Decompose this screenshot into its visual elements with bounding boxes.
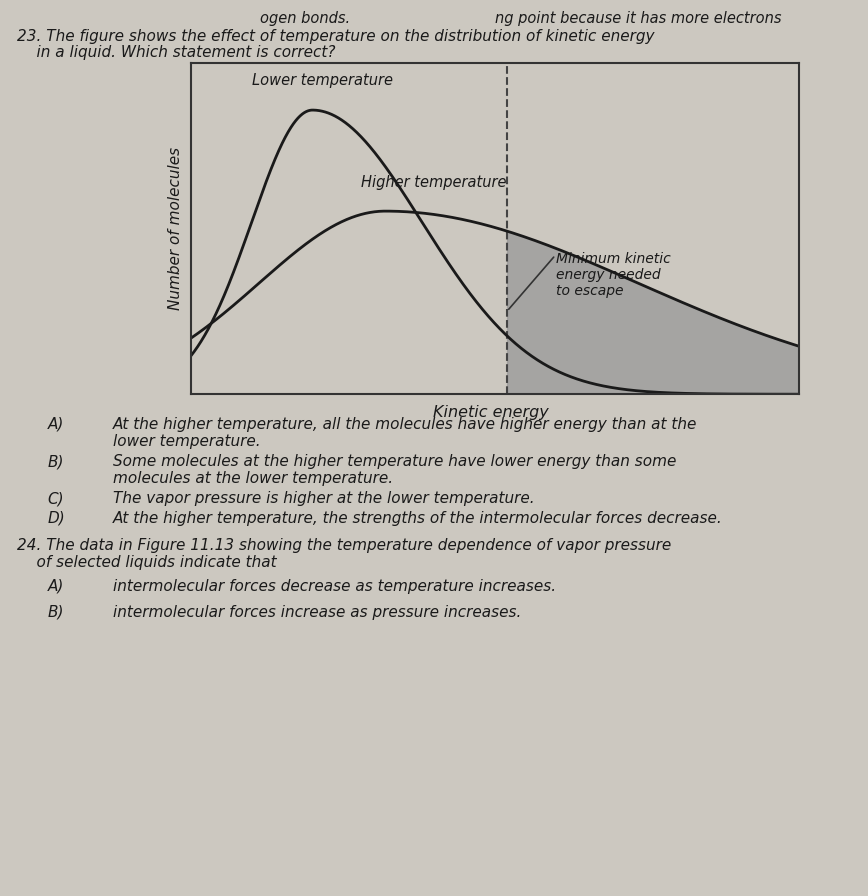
Text: B): B) <box>48 605 64 620</box>
Text: intermolecular forces increase as pressure increases.: intermolecular forces increase as pressu… <box>113 605 521 620</box>
Text: C): C) <box>48 491 64 506</box>
Text: Kinetic energy: Kinetic energy <box>432 405 549 420</box>
Text: Minimum kinetic
energy needed
to escape: Minimum kinetic energy needed to escape <box>556 252 670 298</box>
Text: A): A) <box>48 579 64 594</box>
Text: At the higher temperature, the strengths of the intermolecular forces decrease.: At the higher temperature, the strengths… <box>113 511 722 526</box>
Text: D): D) <box>48 511 65 526</box>
Text: 24. The data in Figure 11.13 showing the temperature dependence of vapor pressur: 24. The data in Figure 11.13 showing the… <box>17 538 672 553</box>
Text: B): B) <box>48 454 64 470</box>
Text: A): A) <box>48 417 64 432</box>
Text: Higher temperature: Higher temperature <box>361 176 507 191</box>
Y-axis label: Number of molecules: Number of molecules <box>168 147 182 310</box>
Text: in a liquid. Which statement is correct?: in a liquid. Which statement is correct? <box>17 45 336 60</box>
Text: ogen bonds.: ogen bonds. <box>260 11 351 26</box>
Text: ng point because it has more electrons: ng point because it has more electrons <box>495 11 781 26</box>
Text: Lower temperature: Lower temperature <box>252 73 392 88</box>
Text: The vapor pressure is higher at the lower temperature.: The vapor pressure is higher at the lowe… <box>113 491 535 506</box>
Text: 23. The figure shows the effect of temperature on the distribution of kinetic en: 23. The figure shows the effect of tempe… <box>17 29 654 44</box>
Text: of selected liquids indicate that: of selected liquids indicate that <box>17 555 277 570</box>
Text: At the higher temperature, all the molecules have higher energy than at the: At the higher temperature, all the molec… <box>113 417 697 432</box>
Text: intermolecular forces decrease as temperature increases.: intermolecular forces decrease as temper… <box>113 579 556 594</box>
Text: lower temperature.: lower temperature. <box>113 434 260 449</box>
Text: Some molecules at the higher temperature have lower energy than some: Some molecules at the higher temperature… <box>113 454 676 470</box>
Text: molecules at the lower temperature.: molecules at the lower temperature. <box>113 471 393 487</box>
